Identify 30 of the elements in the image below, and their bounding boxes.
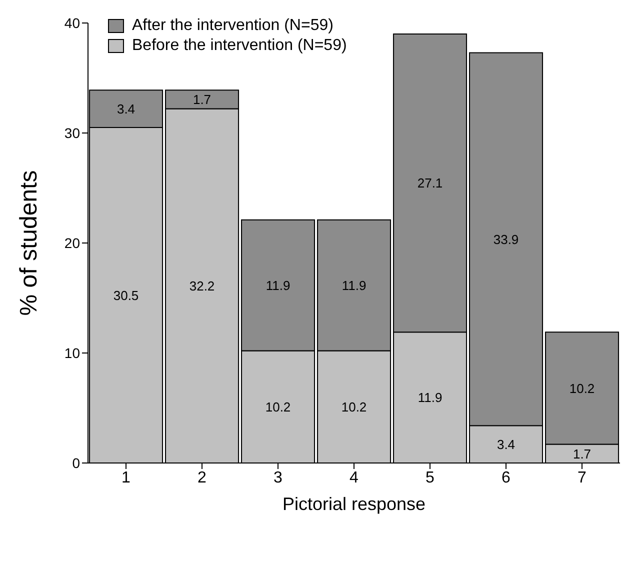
x-tick-label: 1 xyxy=(122,469,131,486)
x-tick-label: 4 xyxy=(350,469,359,486)
legend-label: After the intervention (N=59) xyxy=(132,16,334,36)
data-label: 27.1 xyxy=(417,176,443,191)
data-label: 10.2 xyxy=(569,380,595,396)
data-label: 3.4 xyxy=(116,101,136,116)
data-label: 11.9 xyxy=(266,278,290,293)
x-tick-label: 2 xyxy=(198,469,207,486)
data-label: 3.4 xyxy=(496,436,516,452)
data-label: 11.9 xyxy=(342,278,366,293)
data-label: 10.2 xyxy=(341,400,367,415)
x-tick-label: 3 xyxy=(274,469,283,486)
x-axis-title: Pictorial response xyxy=(282,494,426,514)
data-label: 10.2 xyxy=(265,400,291,415)
data-label: 1.7 xyxy=(192,92,212,108)
x-tick-label: 5 xyxy=(426,469,435,486)
legend-label: Before the intervention (N=59) xyxy=(132,36,347,56)
data-label: 30.5 xyxy=(113,288,139,303)
y-tick-label: 30 xyxy=(64,124,80,141)
y-tick-label: 40 xyxy=(64,14,80,31)
y-axis-title: % of students xyxy=(16,170,43,316)
data-label: 11.9 xyxy=(418,390,442,406)
x-tick-label: 6 xyxy=(502,469,511,486)
y-tick-label: 10 xyxy=(64,344,80,361)
y-tick-label: 20 xyxy=(64,234,80,251)
y-tick-label: 0 xyxy=(72,454,80,471)
data-label: 32.2 xyxy=(189,278,215,294)
x-tick-label: 7 xyxy=(578,469,587,486)
data-label: 33.9 xyxy=(493,232,519,247)
data-label: 1.7 xyxy=(572,446,592,462)
